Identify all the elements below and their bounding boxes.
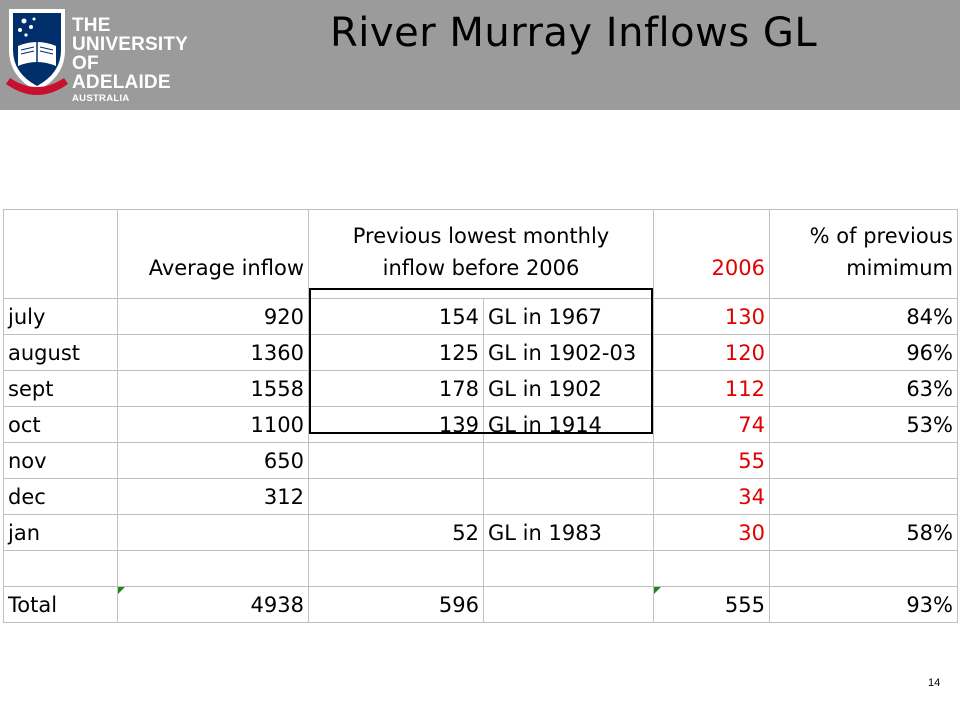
cell-percent: 93% [769, 586, 958, 623]
cell-average: 4938 [117, 586, 309, 623]
cell-percent: 84% [769, 298, 958, 335]
cell-month: Total [3, 586, 118, 623]
cell-prev-value: 139 [308, 406, 484, 443]
cell-month: sept [3, 370, 118, 407]
cell-prev-note: GL in 1983 [483, 514, 654, 551]
cell-month: oct [3, 406, 118, 443]
cell-average: 1100 [117, 406, 309, 443]
cell-2006: 555 [653, 586, 770, 623]
cell-average: 1558 [117, 370, 309, 407]
cell-prev-note [483, 550, 654, 587]
cell-percent: 96% [769, 334, 958, 371]
cell-prev-value: 178 [308, 370, 484, 407]
cell-prev-note: GL in 1967 [483, 298, 654, 335]
cell-prev-value: 125 [308, 334, 484, 371]
university-logo: THE UNIVERSITY OF ADELAIDE AUSTRALIA [0, 0, 200, 110]
cell-2006: 120 [653, 334, 770, 371]
table-header-row: Average inflow Previous lowest monthly i… [3, 209, 958, 299]
cell-prev-note: GL in 1914 [483, 406, 654, 443]
slide-header: THE UNIVERSITY OF ADELAIDE AUSTRALIA Riv… [0, 0, 960, 110]
table-row: nov 650 55 [3, 442, 958, 479]
cell-percent: 53% [769, 406, 958, 443]
university-crest-icon [6, 9, 68, 95]
header-percent-previous: % of previous mimimum [769, 209, 958, 299]
cell-prev-value: 154 [308, 298, 484, 335]
cell-month: jan [3, 514, 118, 551]
cell-month: nov [3, 442, 118, 479]
cell-average: 312 [117, 478, 309, 515]
cell-average [117, 514, 309, 551]
cell-prev-value [308, 550, 484, 587]
table-row: july 920 154 GL in 1967 130 84% [3, 298, 958, 335]
cell-2006: 112 [653, 370, 770, 407]
cell-2006: 34 [653, 478, 770, 515]
cell-2006: 74 [653, 406, 770, 443]
table-row: oct 1100 139 GL in 1914 74 53% [3, 406, 958, 443]
header-month [3, 209, 118, 299]
table-row: jan 52 GL in 1983 30 58% [3, 514, 958, 551]
inflows-table: Average inflow Previous lowest monthly i… [3, 209, 958, 623]
table-row: sept 1558 178 GL in 1902 112 63% [3, 370, 958, 407]
cell-month: dec [3, 478, 118, 515]
cell-2006 [653, 550, 770, 587]
cell-prev-value: 596 [308, 586, 484, 623]
cell-percent: 58% [769, 514, 958, 551]
table-row-total: Total 4938 596 555 93% [3, 586, 958, 623]
cell-prev-value [308, 478, 484, 515]
table-row [3, 550, 958, 587]
slide-title: River Murray Inflows GL [330, 10, 818, 56]
cell-average: 920 [117, 298, 309, 335]
header-previous-lowest: Previous lowest monthly inflow before 20… [308, 209, 654, 299]
header-average-inflow: Average inflow [117, 209, 309, 299]
cell-percent [769, 550, 958, 587]
table-row: august 1360 125 GL in 1902-03 120 96% [3, 334, 958, 371]
cell-prev-value [308, 442, 484, 479]
cell-month [3, 550, 118, 587]
cell-2006: 130 [653, 298, 770, 335]
cell-2006: 55 [653, 442, 770, 479]
cell-prev-note [483, 478, 654, 515]
cell-percent [769, 442, 958, 479]
cell-prev-note [483, 586, 654, 623]
cell-month: july [3, 298, 118, 335]
cell-percent: 63% [769, 370, 958, 407]
cell-month: august [3, 334, 118, 371]
university-name: THE UNIVERSITY OF ADELAIDE AUSTRALIA [72, 15, 189, 104]
cell-prev-note: GL in 1902-03 [483, 334, 654, 371]
cell-average: 650 [117, 442, 309, 479]
cell-prev-value: 52 [308, 514, 484, 551]
cell-prev-note [483, 442, 654, 479]
cell-average: 1360 [117, 334, 309, 371]
cell-percent [769, 478, 958, 515]
cell-prev-note: GL in 1902 [483, 370, 654, 407]
page-number: 14 [928, 677, 941, 689]
header-2006: 2006 [653, 209, 770, 299]
cell-2006: 30 [653, 514, 770, 551]
cell-average [117, 550, 309, 587]
table-row: dec 312 34 [3, 478, 958, 515]
